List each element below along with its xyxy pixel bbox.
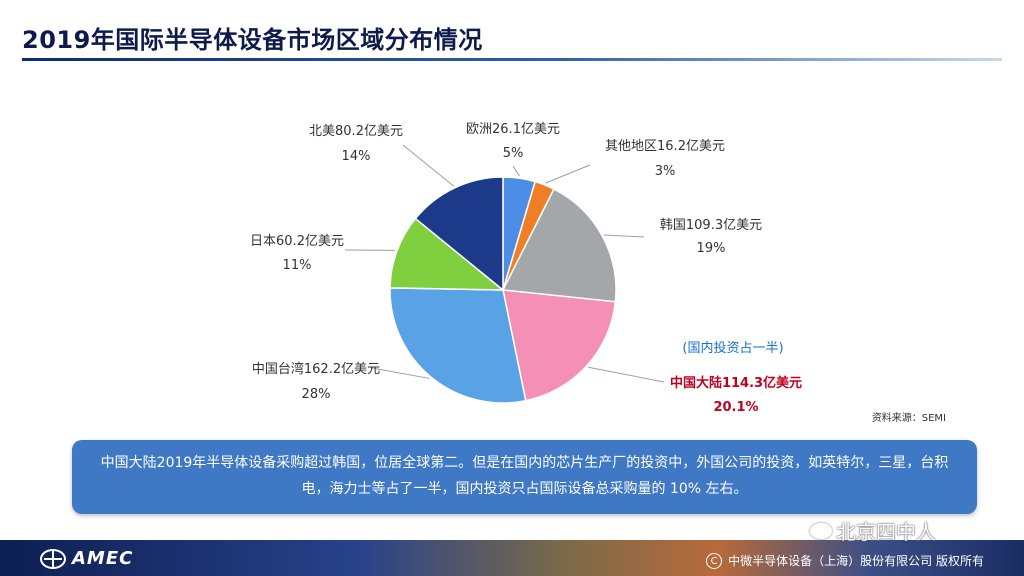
copyright-icon: C: [706, 552, 723, 569]
leader-line-3: [588, 366, 665, 383]
leader-line-6: [402, 144, 454, 187]
page-title: 2019年国际半导体设备市场区域分布情况: [22, 26, 483, 54]
leader-line-4: [371, 367, 430, 379]
footer-bar: [0, 540, 1024, 576]
pie-slice-2: [501, 188, 617, 303]
slice-value-label-0: 欧洲26.1亿美元: [466, 122, 560, 137]
investment-note: (国内投资占一半): [682, 340, 783, 356]
watermark: 北京四中人: [810, 516, 936, 545]
slice-percent-label-0: 5%: [503, 146, 524, 161]
slice-percent-label-1: 3%: [655, 164, 676, 179]
leader-line-1: [545, 164, 591, 184]
pie-slice-4: [389, 287, 527, 404]
pie-chart: 欧洲26.1亿美元 5% 其他地区16.2亿美元 3% 韩国109.3亿美元 19% 中国大…: [250, 122, 802, 415]
pie-slice-5: [389, 217, 506, 291]
slice-value-label-5: 日本60.2亿美元: [250, 234, 344, 249]
slice-percent-label-2: 19%: [697, 241, 726, 256]
copyright-notice: C 中微半导体设备（上海）股份有限公司 版权所有: [706, 552, 984, 569]
watermark-text: 北京四中人: [836, 520, 936, 544]
slice-value-label-2: 韩国109.3亿美元: [660, 218, 762, 233]
logo-text: AMEC: [72, 548, 134, 569]
source-note: 资料来源：SEMI: [871, 413, 946, 424]
copyright-text: 中微半导体设备（上海）股份有限公司 版权所有: [728, 554, 984, 568]
slice-value-label-3: 中国大陆114.3亿美元: [670, 375, 802, 391]
slice-value-label-4: 中国台湾162.2亿美元: [252, 361, 380, 377]
pie-slice-6: [414, 176, 504, 292]
company-logo: AMEC: [40, 548, 133, 569]
pie-slice-3: [502, 289, 617, 402]
slice-percent-label-5: 11%: [283, 258, 312, 273]
slice-percent-label-6: 14%: [342, 149, 371, 164]
callout-box: 中国大陆2019年半导体设备采购超过韩国，位居全球第二。但是在国内的芯片生产厂的…: [72, 440, 977, 514]
slice-value-label-6: 北美80.2亿美元: [309, 124, 403, 139]
slice-percent-label-3: 20.1%: [713, 400, 758, 415]
leader-line-2: [603, 234, 645, 238]
slice-percent-label-4: 28%: [302, 387, 331, 402]
callout-text: 中国大陆2019年半导体设备采购超过韩国，位居全球第二。但是在国内的芯片生产厂的…: [100, 455, 949, 497]
wechat-icon: [810, 522, 832, 539]
title-underline: [22, 58, 1002, 61]
logo-mark-icon: [40, 548, 66, 569]
leader-line-0: [512, 165, 520, 177]
slice-value-label-1: 其他地区16.2亿美元: [605, 139, 725, 154]
